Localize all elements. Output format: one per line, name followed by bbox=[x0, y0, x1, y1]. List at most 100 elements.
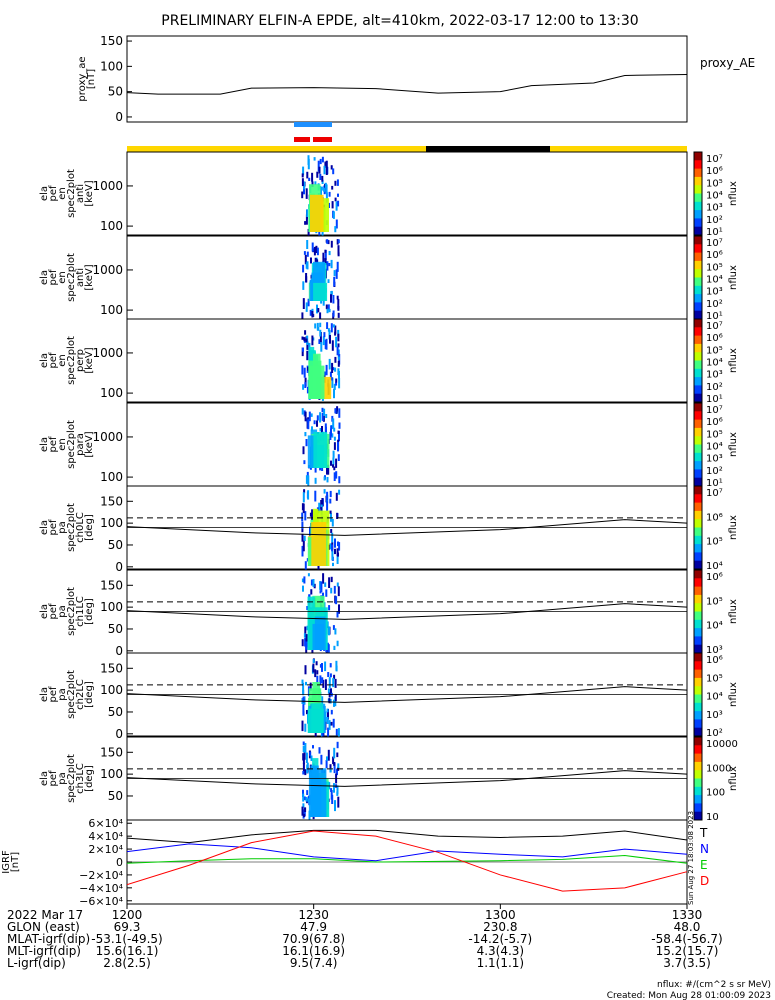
spectrogram-pixel bbox=[336, 295, 339, 300]
colorbar-frame bbox=[693, 318, 703, 403]
spectrogram-pixel bbox=[332, 312, 335, 322]
spectrogram-pixel bbox=[315, 661, 318, 666]
spectrogram-pixel bbox=[323, 476, 326, 481]
colorbar-segment bbox=[694, 201, 702, 211]
spectrogram-pixel bbox=[338, 378, 341, 389]
spectrogram-pixel bbox=[332, 464, 334, 468]
spectrogram-pixel bbox=[320, 188, 322, 199]
ae-ytick-label: 150 bbox=[100, 34, 123, 48]
spectrogram-pixel bbox=[328, 720, 331, 730]
spectrogram-pixel bbox=[329, 764, 332, 772]
spectrogram-pixel bbox=[304, 254, 307, 265]
spectrogram-pixel bbox=[327, 644, 330, 654]
spectrogram-pixel bbox=[304, 665, 307, 675]
colorbar-tick-label: 10² bbox=[706, 299, 723, 310]
spectrogram-pixel bbox=[334, 800, 336, 812]
colorbar-segment bbox=[694, 210, 702, 219]
panel-ylabel-line: [nT] bbox=[10, 852, 21, 872]
spectrogram-pixel bbox=[305, 681, 307, 686]
colorbar-segment bbox=[694, 628, 702, 637]
spectrogram-pixel bbox=[330, 425, 333, 430]
colorbar-segment bbox=[694, 160, 702, 170]
colorbar-frame bbox=[693, 652, 703, 737]
colorbar-segment bbox=[694, 653, 702, 662]
panel-ylabel-line: ch1LC bbox=[75, 596, 86, 627]
panel-ylabel-line: spec2plot bbox=[66, 670, 77, 719]
spectrogram-pixel bbox=[317, 160, 320, 172]
colorbar-segment bbox=[694, 444, 702, 454]
footer-row-label: GLON (east) bbox=[7, 920, 80, 934]
spectrogram-pixel bbox=[329, 490, 332, 498]
spectrogram-pixel bbox=[327, 240, 330, 245]
spectrogram-pixel bbox=[333, 472, 336, 481]
panel-ylabel-line: en bbox=[57, 187, 68, 200]
footer-row-value: 15.6(16.1) bbox=[96, 944, 159, 958]
spectrogram-pixel bbox=[332, 367, 335, 371]
spectrogram-pixel bbox=[311, 311, 314, 318]
panel-ylabel-line: spec2plot bbox=[66, 754, 77, 803]
colorbar-tick-label: 10² bbox=[706, 728, 723, 739]
spectrogram-pixel bbox=[327, 749, 330, 761]
spectrogram-pixel bbox=[306, 606, 309, 611]
colorbar-segment bbox=[694, 636, 702, 646]
spectrogram-pixel bbox=[324, 423, 327, 433]
orbit-bars bbox=[127, 122, 687, 152]
panel-ylabel-line: en bbox=[57, 271, 68, 284]
spectrogram-panel: 1000100elapefenspec2plotanti[keV]10⁷10⁶1… bbox=[39, 235, 739, 323]
spectrogram-pixel bbox=[330, 294, 332, 303]
spectrogram-pixel bbox=[304, 511, 307, 521]
spectrogram-pixel bbox=[329, 498, 332, 504]
spectrogram-pixel bbox=[337, 329, 340, 337]
spectrogram-pixel bbox=[316, 670, 319, 675]
colorbar-segment bbox=[694, 811, 702, 821]
colorbar-tick-label: 10 bbox=[706, 812, 719, 823]
spectrogram-pixel bbox=[338, 476, 341, 484]
spectrogram-pixel bbox=[330, 460, 332, 466]
spectrogram-pixel bbox=[331, 377, 334, 388]
colorbar-tick-label: 10⁴ bbox=[706, 621, 723, 632]
spectrogram-pixel bbox=[302, 755, 305, 765]
spectrogram-core bbox=[310, 777, 322, 817]
spectrogram-pixel bbox=[333, 762, 336, 774]
spectrogram-pixel bbox=[324, 182, 327, 189]
colorbar-tick-label: 10³ bbox=[706, 645, 723, 656]
colorbar-segment bbox=[694, 352, 702, 361]
colorbar-segment bbox=[694, 753, 702, 763]
spectrogram-pixel bbox=[319, 590, 322, 594]
colorbar-tick-label: 10³ bbox=[706, 370, 723, 381]
colorbar-segment bbox=[694, 552, 702, 562]
spectrogram-pixel bbox=[305, 641, 308, 648]
panel-ytick-label: 150 bbox=[100, 745, 123, 759]
colorbar-segment bbox=[694, 644, 702, 654]
spectrogram-pixel bbox=[337, 312, 340, 318]
spectrogram-pixel bbox=[305, 214, 308, 225]
colorbar-tick-label: 10⁶ bbox=[706, 655, 723, 666]
colorbar-segment bbox=[694, 294, 702, 303]
spectrogram-pixel bbox=[321, 156, 324, 163]
spectrogram-pixel bbox=[334, 628, 337, 635]
spectrogram-pixel bbox=[307, 419, 310, 430]
colorbar-segment bbox=[694, 244, 702, 254]
spectrogram-pixel bbox=[330, 709, 333, 715]
colorbar-segment bbox=[694, 803, 702, 813]
spectrogram-pixel bbox=[325, 160, 328, 168]
panel-ytick-label: 1000 bbox=[92, 430, 123, 444]
spectrogram-pixel bbox=[336, 261, 339, 272]
colorbar-segment bbox=[694, 285, 702, 295]
spectrogram-pixel bbox=[338, 604, 340, 614]
spectrogram-pixel bbox=[329, 699, 332, 704]
spectrogram-pixel bbox=[337, 239, 340, 244]
spectrogram-pixel bbox=[302, 540, 305, 552]
spectrogram-pixel bbox=[332, 678, 335, 688]
ae-ytick-label: 100 bbox=[100, 59, 123, 73]
colorbar-segment bbox=[694, 360, 702, 370]
spectrogram-pixel bbox=[337, 333, 340, 342]
footer-row-value: 1230 bbox=[298, 908, 329, 922]
spectrogram-pixel bbox=[324, 258, 327, 265]
panel-ylabel-line: spec2plot bbox=[66, 503, 77, 552]
spectrogram-pixel bbox=[307, 298, 310, 307]
colorbar-tick-label: 10⁵ bbox=[706, 537, 723, 548]
footer-row-label: MLAT-igrf(dip) bbox=[7, 932, 90, 946]
spectrogram-pixel bbox=[325, 648, 328, 653]
